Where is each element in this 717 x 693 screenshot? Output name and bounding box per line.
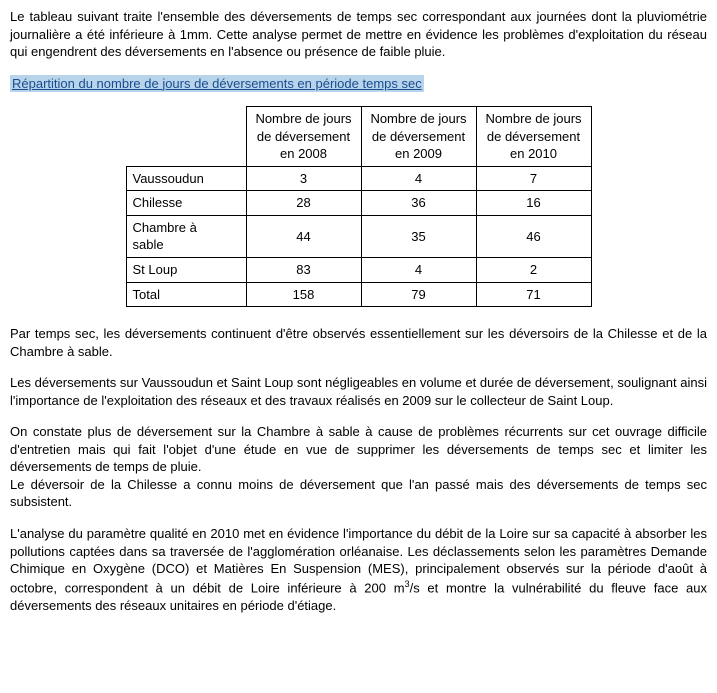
row-label: St Loup: [126, 258, 246, 283]
cell-2009: 4: [361, 258, 476, 283]
section-title: Répartition du nombre de jours de dévers…: [10, 75, 424, 92]
cell-2008: 83: [246, 258, 361, 283]
cell-2008: 3: [246, 166, 361, 191]
deversements-table: Nombre de jours de déversement en 2008 N…: [126, 106, 592, 307]
cell-2010: 7: [476, 166, 591, 191]
body-paragraph-4: L'analyse du paramètre qualité en 2010 m…: [10, 525, 707, 614]
body-paragraph-3a: On constate plus de déversement sur la C…: [10, 424, 707, 474]
cell-2010: 46: [476, 215, 591, 257]
table-row-total: Total 158 79 71: [126, 282, 591, 307]
row-label: Chilesse: [126, 191, 246, 216]
row-label: Vaussoudun: [126, 166, 246, 191]
cell-2009: 35: [361, 215, 476, 257]
intro-paragraph: Le tableau suivant traite l'ensemble des…: [10, 8, 707, 61]
cell-2008: 158: [246, 282, 361, 307]
table-row: St Loup 83 4 2: [126, 258, 591, 283]
cell-2010: 71: [476, 282, 591, 307]
cell-2009: 79: [361, 282, 476, 307]
table-row: Chambre à sable 44 35 46: [126, 215, 591, 257]
body-paragraph-1: Par temps sec, les déversements continue…: [10, 325, 707, 360]
cell-2010: 16: [476, 191, 591, 216]
table-header-2008: Nombre de jours de déversement en 2008: [246, 107, 361, 167]
table-row: Chilesse 28 36 16: [126, 191, 591, 216]
body-paragraph-3: On constate plus de déversement sur la C…: [10, 423, 707, 511]
row-label: Total: [126, 282, 246, 307]
body-paragraph-2: Les déversements sur Vaussoudun et Saint…: [10, 374, 707, 409]
cell-2008: 28: [246, 191, 361, 216]
table-row: Vaussoudun 3 4 7: [126, 166, 591, 191]
row-label: Chambre à sable: [126, 215, 246, 257]
table-header-empty: [126, 107, 246, 167]
table-header-2010: Nombre de jours de déversement en 2010: [476, 107, 591, 167]
body-paragraph-3b: Le déversoir de la Chilesse a connu moin…: [10, 477, 707, 510]
cell-2009: 36: [361, 191, 476, 216]
cell-2010: 2: [476, 258, 591, 283]
cell-2008: 44: [246, 215, 361, 257]
table-header-row: Nombre de jours de déversement en 2008 N…: [126, 107, 591, 167]
section-title-wrapper: Répartition du nombre de jours de dévers…: [10, 75, 707, 93]
cell-2009: 4: [361, 166, 476, 191]
table-header-2009: Nombre de jours de déversement en 2009: [361, 107, 476, 167]
